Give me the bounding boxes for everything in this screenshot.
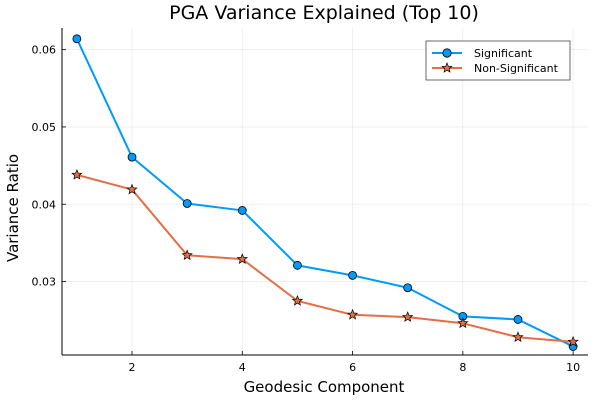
chart-title: PGA Variance Explained (Top 10) (169, 2, 479, 24)
y-axis-label: Variance Ratio (4, 154, 22, 262)
series-group (71, 34, 579, 351)
data-point-significant (348, 270, 357, 280)
x-axis-label: Geodesic Component (244, 378, 405, 396)
x-tick-label: 10 (566, 361, 580, 374)
legend: Significant Non-Significant (425, 40, 571, 81)
data-point-significant (127, 152, 137, 162)
data-point-significant (72, 34, 82, 44)
data-point-non-significant (181, 249, 193, 261)
x-tick-label: 4 (239, 361, 246, 374)
legend-marker-non-significant (441, 62, 453, 73)
data-point-non-significant (236, 253, 248, 264)
tick-labels: 2 4 6 8 10 0.03 0.04 0.05 0.06 (32, 44, 581, 374)
y-tick-label: 0.04 (32, 198, 57, 211)
data-point-non-significant (512, 331, 524, 343)
series-line-significant (75, 38, 574, 348)
data-point-significant (293, 260, 302, 270)
axes (61, 28, 588, 356)
data-point-non-significant (457, 317, 469, 329)
x-tick-label: 8 (459, 361, 466, 374)
data-point-non-significant (126, 183, 138, 195)
data-point-non-significant (402, 311, 414, 322)
data-point-non-significant (346, 308, 359, 320)
series-line-non-significant (76, 173, 574, 343)
data-point-non-significant (71, 168, 83, 180)
legend-marker-significant (442, 48, 452, 58)
x-tick-label: 2 (129, 361, 136, 374)
legend-box (425, 40, 571, 81)
data-point-significant (237, 206, 247, 215)
legend-label-significant: Significant (474, 47, 533, 60)
data-point-significant (182, 199, 192, 208)
data-point-non-significant (291, 294, 304, 306)
legend-label-non-significant: Non-Significant (474, 62, 559, 75)
y-tick-label: 0.03 (32, 276, 57, 289)
data-point-significant (513, 315, 523, 324)
data-point-significant (403, 283, 413, 293)
y-tick-label: 0.05 (32, 121, 57, 134)
data-point-non-significant (567, 335, 579, 347)
x-tick-label: 6 (349, 361, 356, 374)
y-tick-label: 0.06 (32, 44, 57, 57)
